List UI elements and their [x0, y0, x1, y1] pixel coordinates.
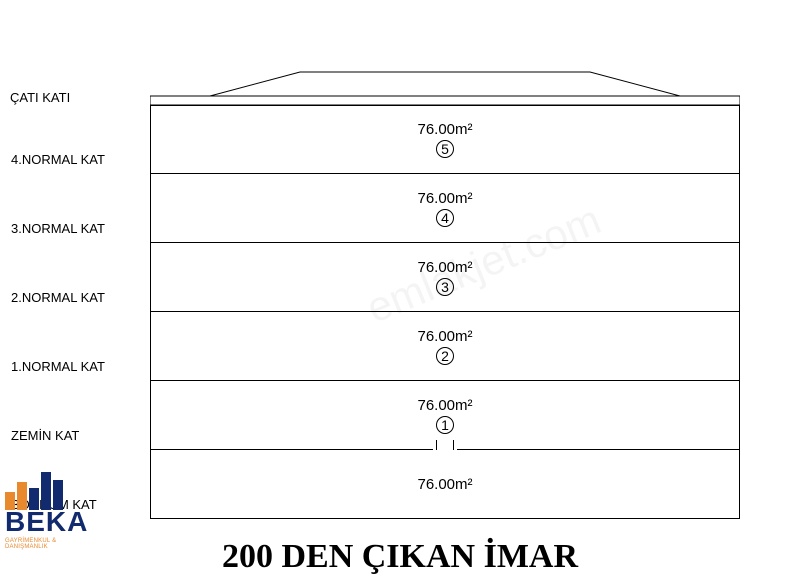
floor-area-text: 76.00m²	[417, 259, 472, 276]
floor-area-text: 76.00m²	[417, 328, 472, 345]
floor-row: 76.00m²21.NORMAL KAT	[150, 312, 740, 381]
roof-icon	[150, 70, 740, 105]
logo-bar	[41, 472, 51, 510]
floor-number-badge: 2	[436, 347, 454, 365]
floor-row: 76.00m²32.NORMAL KAT	[150, 243, 740, 312]
logo-bars-icon	[5, 468, 100, 510]
floor-number-badge: 5	[436, 140, 454, 158]
floor-number-badge: 1	[436, 416, 454, 434]
floor-row: 76.00m²54.NORMAL KAT	[150, 105, 740, 174]
floor-row: 76.00m²1ZEMİN KAT	[150, 381, 740, 450]
floor-label: 2.NORMAL KAT	[11, 290, 141, 305]
floor-row: 76.00m²43.NORMAL KAT	[150, 174, 740, 243]
page-bottom-cutoff-text: 200 DEN ÇIKAN İMAR	[222, 538, 578, 576]
floor-label: 3.NORMAL KAT	[11, 221, 141, 236]
floor-number-badge: 3	[436, 278, 454, 296]
floor-label: 1.NORMAL KAT	[11, 359, 141, 374]
floor-area-text: 76.00m²	[417, 190, 472, 207]
building-diagram: ÇATI KATI 76.00m²54.NORMAL KAT76.00m²43.…	[150, 70, 740, 519]
roof-section: ÇATI KATI	[150, 70, 740, 105]
floor-area-text: 76.00m²	[417, 397, 472, 414]
floor-area-text: 76.00m²	[417, 121, 472, 138]
logo-subtitle: GAYRİMENKUL & DANIŞMANLIK	[5, 538, 100, 550]
floor-label: 4.NORMAL KAT	[11, 152, 141, 167]
roof-label: ÇATI KATI	[10, 90, 140, 105]
floor-area-text: 76.00m²	[417, 476, 472, 493]
door-icon	[433, 442, 457, 450]
floor-row: 76.00m²BODRUM KAT	[150, 450, 740, 519]
floor-number-badge: 4	[436, 209, 454, 227]
floor-label: ZEMİN KAT	[11, 428, 141, 443]
brand-logo: BEKA GAYRİMENKUL & DANIŞMANLIK	[5, 468, 100, 550]
logo-brand-text: BEKA	[5, 506, 100, 538]
